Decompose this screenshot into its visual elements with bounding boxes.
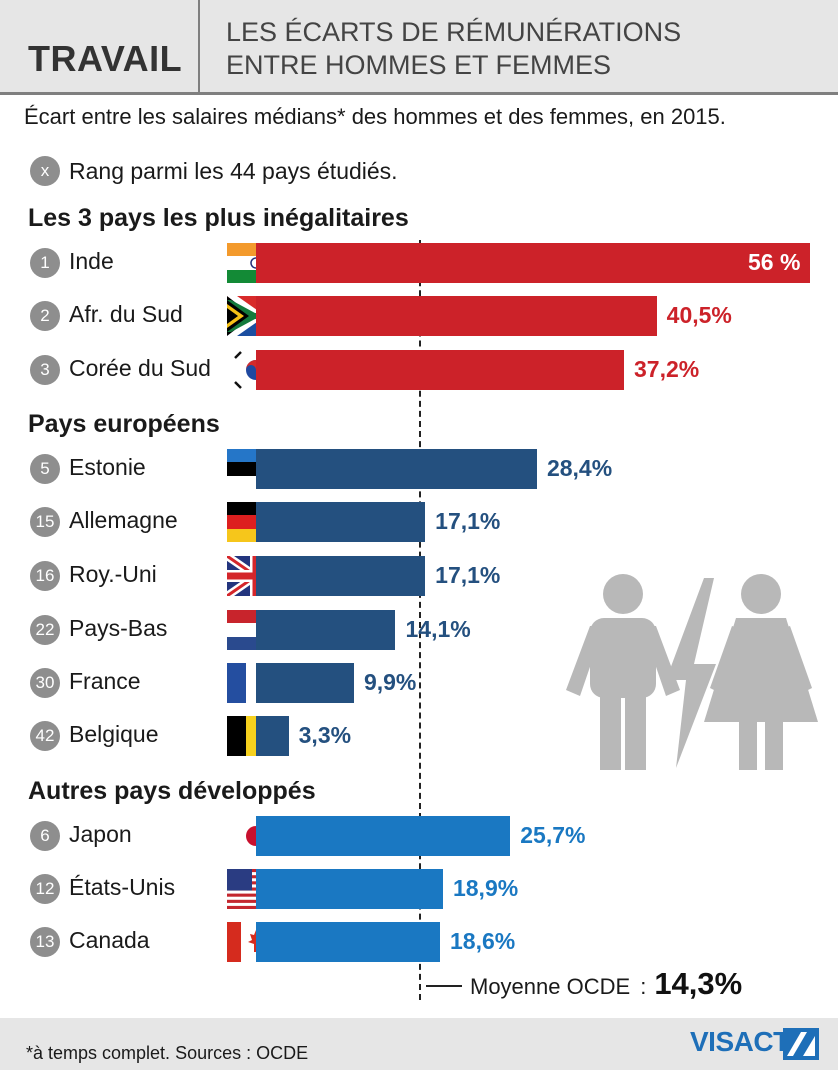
rank-badge: 6 [30, 821, 60, 851]
chart-subtitle: Écart entre les salaires médians* des ho… [24, 104, 726, 129]
rank-badge: 3 [30, 355, 60, 385]
country-label: Afr. du Sud [69, 301, 183, 327]
man-woman-icon [566, 574, 818, 770]
value-label: 56 % [748, 249, 801, 275]
bar-row: 3 Corée du Sud 37,2% [30, 350, 830, 390]
rank-badge: 30 [30, 668, 60, 698]
rank-badge: 12 [30, 874, 60, 904]
country-label: France [69, 668, 141, 694]
country-label: Corée du Sud [69, 355, 211, 381]
rank-badge: 15 [30, 507, 60, 537]
value-label: 3,3% [298, 722, 352, 748]
bar-row: 22 Pays-Bas 14,1% [30, 610, 830, 650]
header-divider [198, 0, 200, 92]
value-label: 18,6% [450, 928, 516, 954]
footer: *à temps complet. Sources : OCDE VISACTU [0, 1018, 838, 1070]
bar-row: 5 Estonie 28,4% [30, 449, 830, 489]
country-label: Canada [69, 927, 150, 953]
oecd-average-legend: Moyenne OCDE : 14,3% [426, 966, 742, 1002]
average-label: Moyenne OCDE [470, 974, 631, 999]
rank-legend-text: Rang parmi les 44 pays étudiés. [69, 157, 398, 184]
chart-title-line-2: ENTRE HOMMES ET FEMMES [226, 50, 612, 80]
bar [256, 922, 440, 962]
bar [256, 556, 426, 596]
bar-row: 30 France 9,9% [30, 663, 830, 703]
bar-row: 12 États-Unis 18,9% [30, 869, 830, 909]
bar [256, 296, 657, 336]
country-label: Belgique [69, 721, 159, 747]
country-label: Estonie [69, 454, 146, 480]
country-label: Inde [69, 248, 114, 274]
header-rule [0, 92, 838, 95]
rank-badge: 2 [30, 301, 60, 331]
oecd-average-line [419, 240, 421, 1000]
bar [256, 816, 511, 856]
country-label: Pays-Bas [69, 615, 168, 641]
section-title-other: Autres pays développés [28, 777, 316, 805]
country-label: Japon [69, 821, 132, 847]
average-colon: : [640, 974, 647, 999]
average-value: 14,3% [654, 966, 743, 1001]
value-label: 17,1% [435, 508, 501, 534]
value-label: 14,1% [405, 616, 471, 642]
bar-row: 13 Canada 18,6% [30, 922, 830, 962]
bar [256, 869, 443, 909]
bar-row: 42 Belgique 3,3% [30, 716, 830, 756]
rank-badge: 16 [30, 561, 60, 591]
rank-badge: 22 [30, 615, 60, 645]
rank-legend: x Rang parmi les 44 pays étudiés. [30, 156, 398, 186]
value-label: 28,4% [546, 455, 613, 481]
bar [256, 502, 426, 542]
value-label: 18,9% [452, 875, 519, 901]
bar-row: 6 Japon 25,7% [30, 816, 830, 856]
rank-badge: 42 [30, 721, 60, 751]
section-title-europe: Pays européens [28, 410, 220, 438]
rank-legend-symbol: x [30, 156, 60, 186]
bar [256, 663, 354, 703]
brand-mark-icon [783, 1028, 819, 1060]
country-label: États-Unis [69, 874, 176, 900]
bar-row: 15 Allemagne 17,1% [30, 502, 830, 542]
chart-title: LES ÉCARTS DE RÉMUNÉRATIONS ENTRE HOMMES… [226, 16, 681, 82]
rank-badge: 13 [30, 927, 60, 957]
value-label: 9,9% [363, 669, 417, 695]
country-label: Allemagne [69, 507, 178, 533]
section-title-unequal: Les 3 pays les plus inégalitaires [28, 204, 409, 232]
bar [256, 350, 624, 390]
average-line-key [426, 985, 462, 987]
value-label: 40,5% [666, 302, 732, 328]
bar [256, 243, 810, 283]
bar-row: 16 Roy.-Uni 17,1% [30, 556, 830, 596]
bar-row: 1 Inde 56 % [30, 243, 830, 283]
bar [256, 449, 537, 489]
country-label: Roy.-Uni [69, 561, 157, 587]
kicker: TRAVAIL [28, 38, 183, 79]
bar [256, 716, 289, 756]
rank-badge: 1 [30, 248, 60, 278]
chart-title-line-1: LES ÉCARTS DE RÉMUNÉRATIONS [226, 17, 682, 47]
bar [256, 610, 396, 650]
value-label: 25,7% [520, 822, 586, 848]
value-label: 17,1% [435, 562, 501, 588]
bar-row: 2 Afr. du Sud 40,5% [30, 296, 830, 336]
value-label: 37,2% [634, 356, 700, 382]
header: TRAVAIL LES ÉCARTS DE RÉMUNÉRATIONS ENTR… [0, 0, 838, 92]
rank-badge: 5 [30, 454, 60, 484]
source-note: *à temps complet. Sources : OCDE [26, 1043, 309, 1063]
